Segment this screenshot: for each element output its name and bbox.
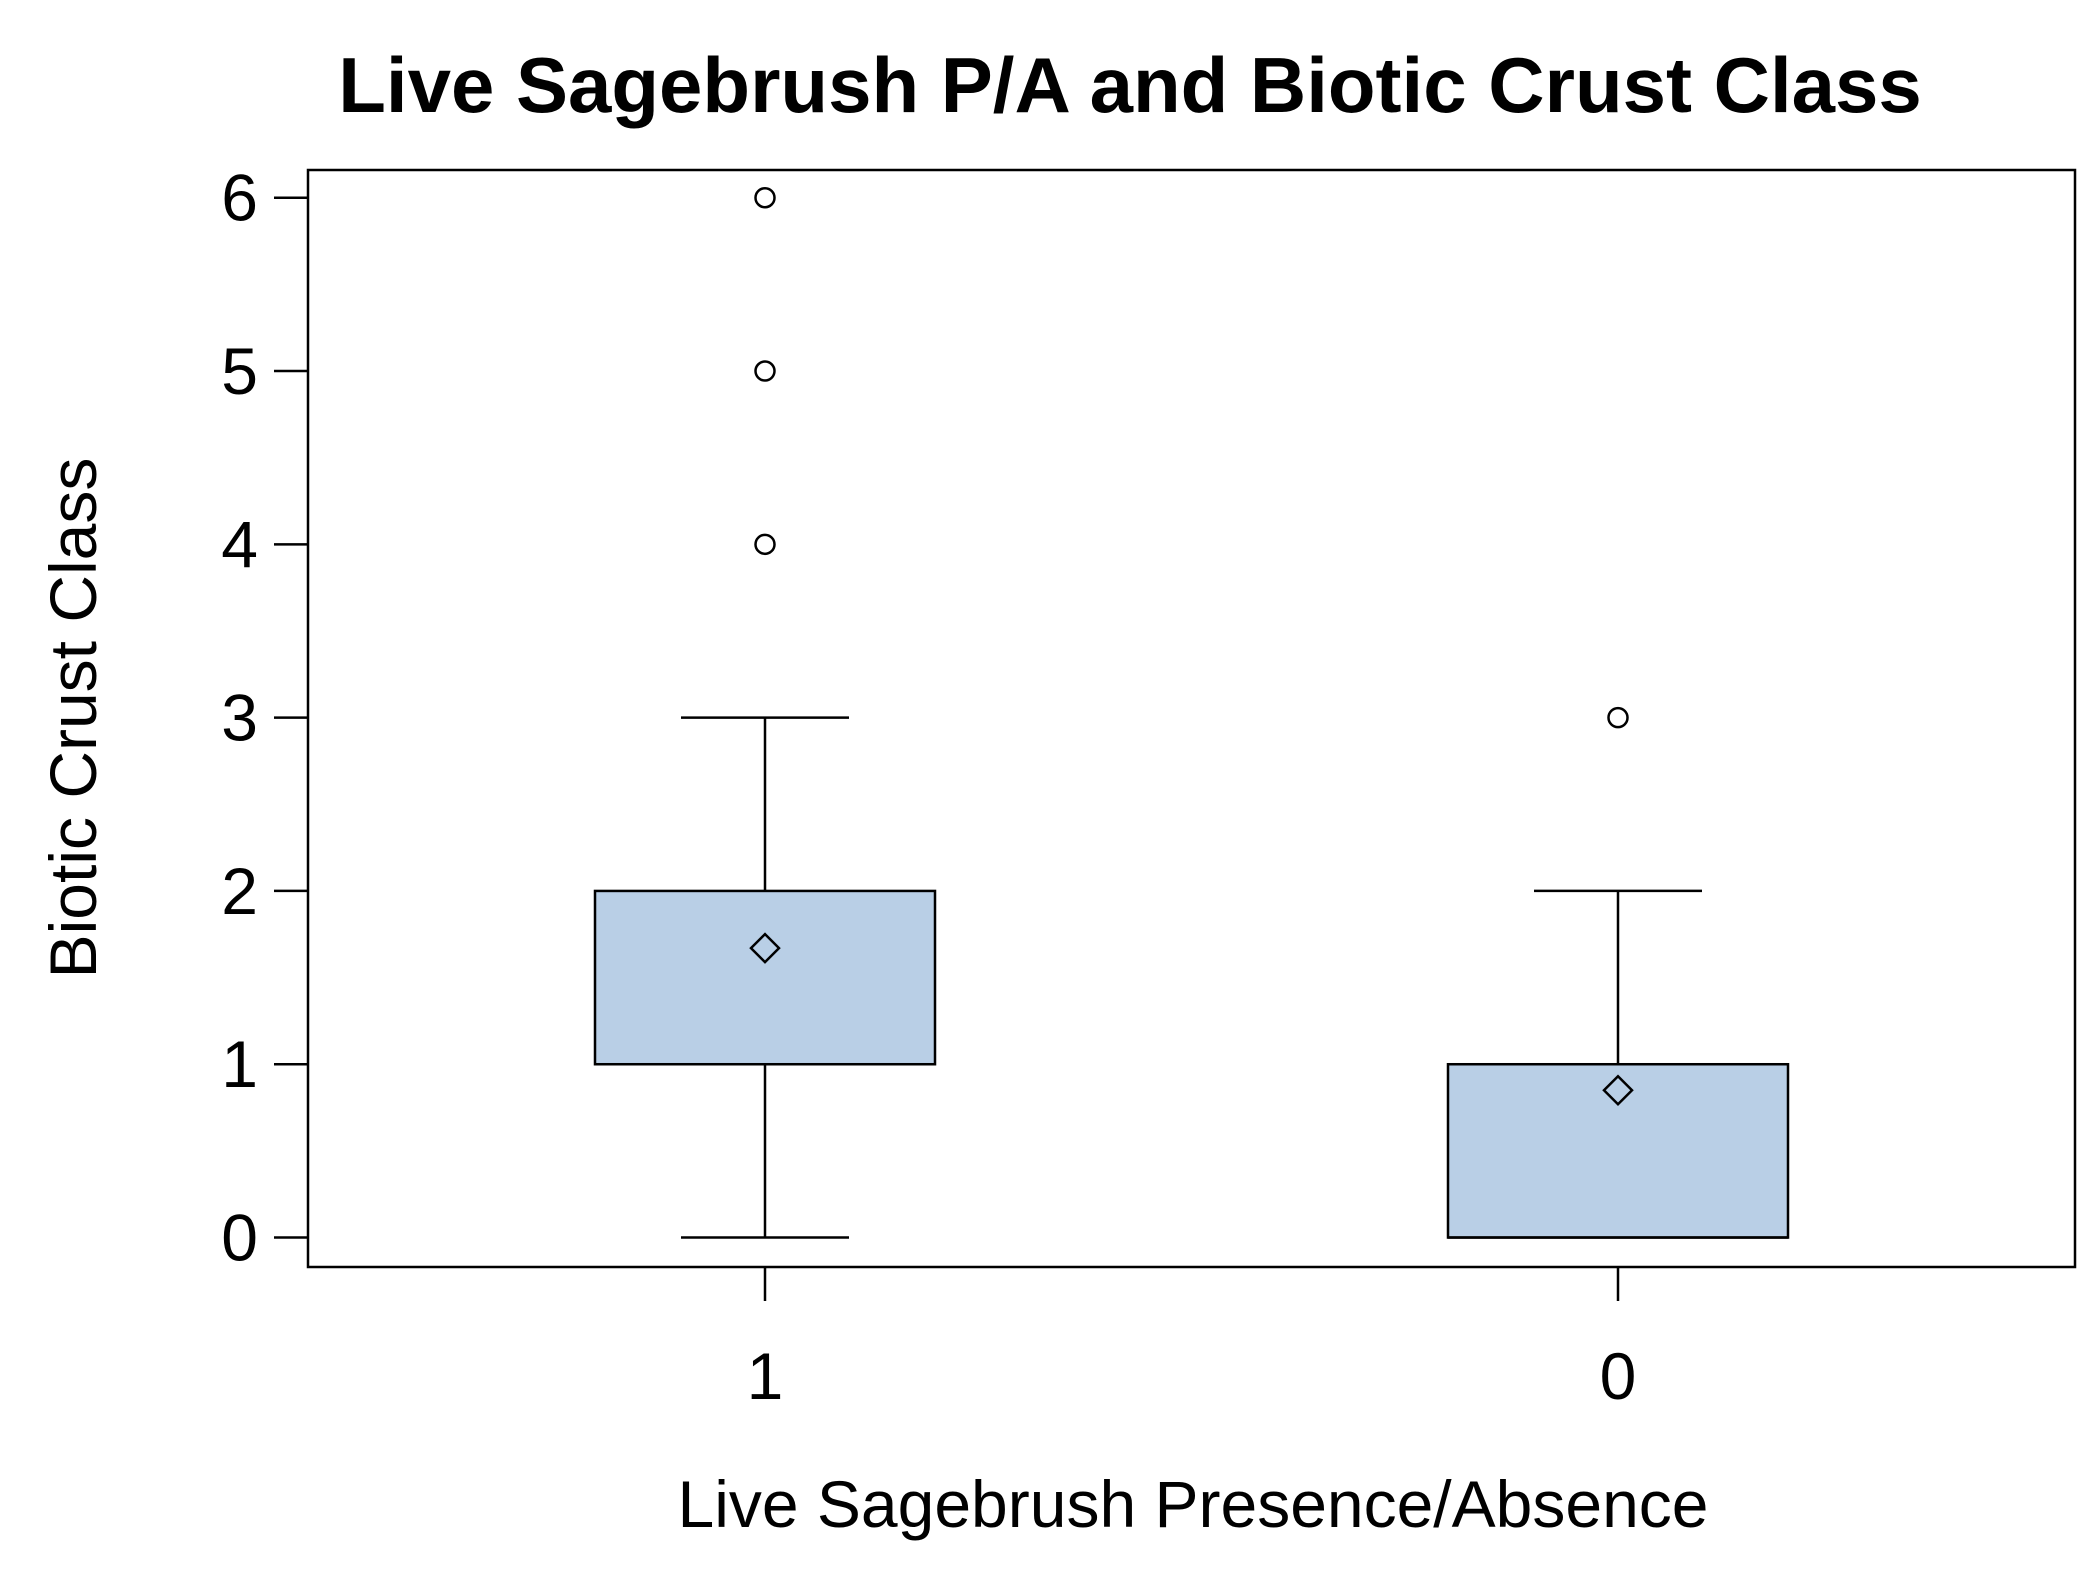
- x-tick-label: 0: [1600, 1339, 1637, 1413]
- y-tick-label: 0: [221, 1201, 258, 1275]
- y-tick-label: 5: [221, 334, 258, 408]
- boxes-layer: [593, 186, 1790, 1239]
- y-tick-label: 4: [221, 507, 258, 581]
- outlier-point: [1607, 706, 1629, 729]
- chart-title: Live Sagebrush P/A and Biotic Crust Clas…: [338, 41, 1922, 129]
- y-tick-label: 1: [221, 1027, 258, 1101]
- y-axis: 0 1 2 3 4 5 6: [221, 161, 308, 1275]
- x-tick-label: 1: [747, 1339, 784, 1413]
- plot-frame: [306, 168, 2077, 1269]
- y-tick-label: 2: [221, 854, 258, 928]
- x-axis-label: Live Sagebrush Presence/Absence: [678, 1467, 1709, 1541]
- outlier-point: [754, 360, 776, 382]
- mean-marker: [749, 932, 781, 964]
- iqr-box: [593, 889, 937, 1066]
- iqr-box: [1446, 1062, 1790, 1239]
- box-group-0: [1446, 706, 1790, 1239]
- y-tick-label: 3: [221, 681, 258, 755]
- y-tick-label: 6: [221, 161, 258, 235]
- y-axis-label: Biotic Crust Class: [36, 458, 110, 979]
- mean-marker: [1602, 1074, 1634, 1106]
- box-group-1: [593, 186, 937, 1239]
- outlier-point: [754, 533, 776, 556]
- outlier-point: [754, 186, 776, 209]
